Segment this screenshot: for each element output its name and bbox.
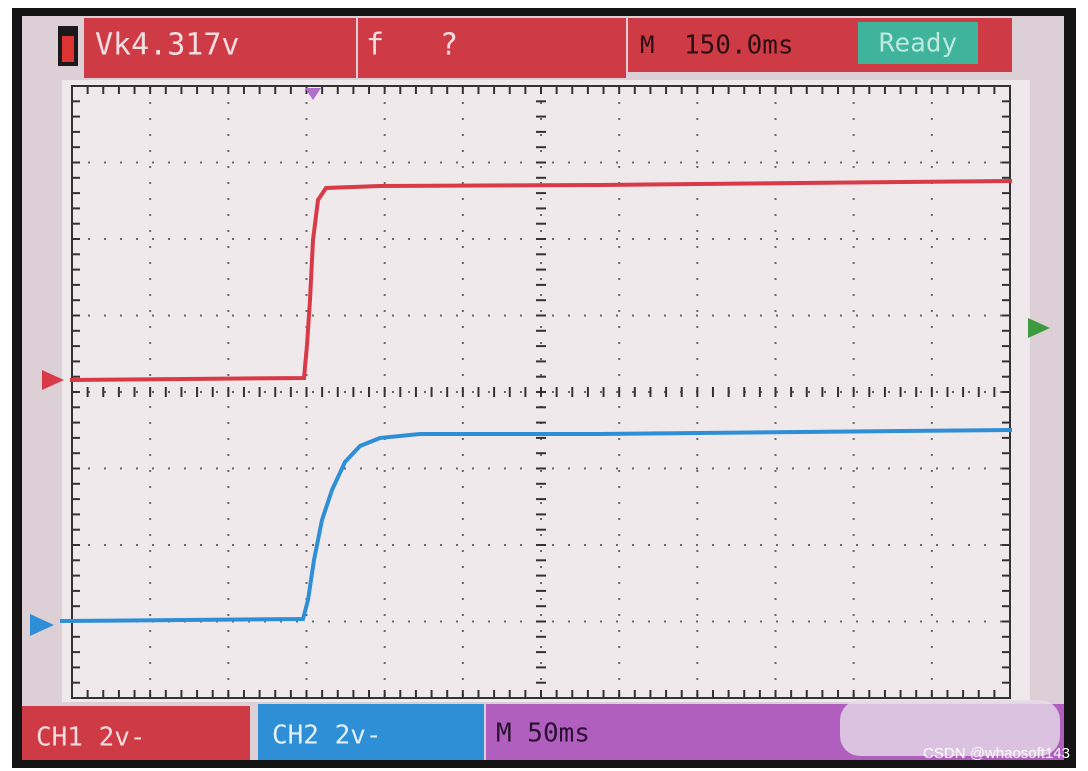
status-box	[858, 22, 978, 64]
voltage-readout: Vk4.317v	[95, 28, 240, 63]
frequency-label: f	[366, 28, 384, 63]
ch1-marker	[42, 370, 64, 390]
ch2-trace	[59, 428, 1013, 623]
ch1-trace	[69, 179, 1013, 382]
time-marker: M	[640, 31, 654, 59]
grid	[71, 85, 1011, 699]
frequency-box	[358, 18, 626, 78]
time-value: 150.0ms	[684, 31, 794, 61]
trigger-level-marker	[1028, 318, 1050, 338]
ch2-marker	[30, 614, 54, 636]
ch2-setting: CH2 2v-	[272, 721, 382, 751]
watermark-blur	[840, 700, 1060, 756]
battery-level	[62, 36, 74, 62]
watermark: CSDN @whaosoft143	[923, 745, 1070, 762]
trigger-marker	[305, 88, 321, 100]
ch2-box	[258, 704, 484, 760]
ch1-box	[22, 706, 250, 760]
ch1-setting: CH1 2v-	[36, 723, 146, 753]
timebase: M 50ms	[496, 719, 590, 749]
voltage-box	[84, 18, 356, 78]
frequency-value: ?	[440, 28, 458, 63]
status: Ready	[879, 29, 957, 59]
